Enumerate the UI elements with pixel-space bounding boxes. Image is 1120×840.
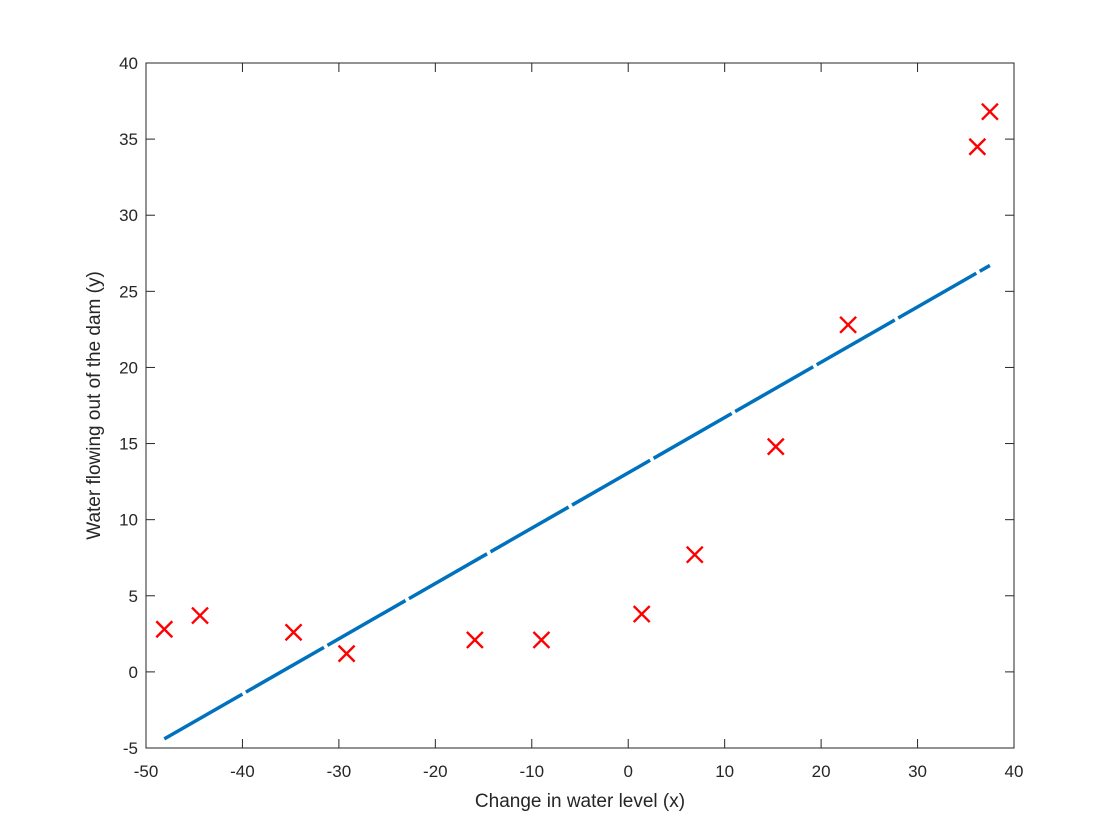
data-point xyxy=(466,631,484,649)
data-point xyxy=(685,545,704,564)
y-tick-label: 15 xyxy=(119,435,138,454)
data-point xyxy=(191,606,209,625)
data-point xyxy=(981,102,999,121)
x-tick-label: -30 xyxy=(327,762,352,781)
x-tick-label: 0 xyxy=(623,762,632,781)
fit-line xyxy=(163,263,991,741)
y-tick-label: 0 xyxy=(129,663,138,682)
y-axis-label: Water flowing out of the dam (y) xyxy=(84,271,105,540)
data-point xyxy=(766,437,785,456)
data-point xyxy=(155,620,174,639)
y-tick-label: 40 xyxy=(119,54,138,73)
data-point xyxy=(337,644,356,663)
plot-area: -50 -40 -30 -20 -10 0 10 20 30 40-505101520253035… xyxy=(119,54,1023,781)
data-point xyxy=(839,315,857,334)
x-tick-label: -20 xyxy=(423,762,448,781)
y-tick-label: 30 xyxy=(119,206,138,225)
x-tick-label: -10 xyxy=(519,762,544,781)
axes-box xyxy=(145,62,1015,749)
data-point xyxy=(968,137,987,156)
x-tick-label: -50 xyxy=(134,762,159,781)
x-tick-label: 20 xyxy=(812,762,831,781)
y-tick-label: 25 xyxy=(119,282,138,301)
data-point xyxy=(532,631,551,649)
x-tick-label: 10 xyxy=(715,762,734,781)
x-tick-label: 40 xyxy=(1005,762,1024,781)
y-tick-label: 5 xyxy=(129,587,138,606)
y-tick-label: 20 xyxy=(119,358,138,377)
y-tick-label: 35 xyxy=(119,130,138,149)
x-tick-label: 30 xyxy=(908,762,927,781)
x-tick-label: -40 xyxy=(230,762,255,781)
x-axis-label: Change in water level (x) xyxy=(475,791,685,812)
data-point xyxy=(632,605,651,623)
y-tick-label: -5 xyxy=(123,739,138,758)
y-tick-label: 10 xyxy=(119,511,138,530)
data-point xyxy=(284,623,303,642)
